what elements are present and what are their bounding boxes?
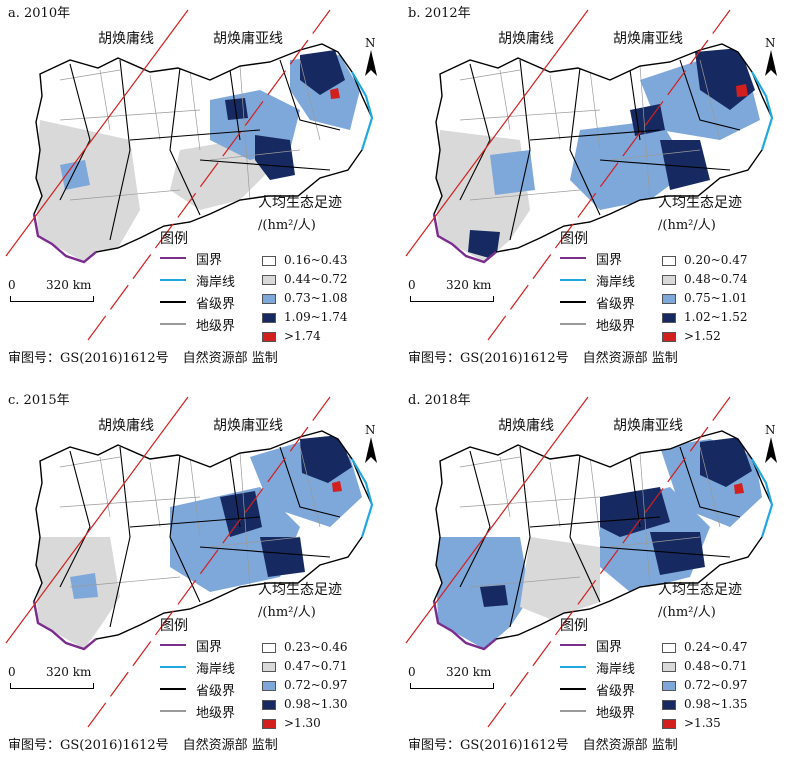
map-2015 <box>5 396 374 728</box>
eco-legend-unit: /(hm²/人) <box>658 605 716 620</box>
eco-legend-title: 人均生态足迹 <box>658 195 742 211</box>
legend-title: 图例 <box>560 231 588 247</box>
hu-line-label: 胡焕庸线 <box>498 31 554 47</box>
legend-coastline: 海岸线 <box>560 657 710 677</box>
eco-legend-title: 人均生态足迹 <box>658 582 742 598</box>
review-number: 审图号：GS(2016)1612号 自然资源部 监制 <box>408 351 678 366</box>
national-border-swatch <box>160 257 186 259</box>
panel-title: c. 2015年 <box>8 393 70 408</box>
eco-legend-unit: /(hm²/人) <box>658 218 716 233</box>
scale-bar: 0 320 km <box>8 665 108 705</box>
province-border-swatch <box>160 301 186 303</box>
hu-asia-line-label: 胡焕庸亚线 <box>613 418 683 434</box>
scale-bar: 0 320 km <box>408 665 508 705</box>
eco-legend-title: 人均生态足迹 <box>258 195 342 211</box>
class-2: 0.47~0.71 <box>258 658 398 676</box>
panel-title: d. 2018年 <box>408 393 471 408</box>
map-2012 <box>405 9 774 341</box>
class-2: 0.48~0.74 <box>658 271 798 289</box>
hu-line-label: 胡焕庸线 <box>98 31 154 47</box>
legend-province-border: 省级界 <box>160 679 310 699</box>
legend-coastline: 海岸线 <box>560 270 710 290</box>
hu-asia-line-label: 胡焕庸亚线 <box>613 31 683 47</box>
hu-asia-line-label: 胡焕庸亚线 <box>213 418 283 434</box>
eco-legend-title: 人均生态足迹 <box>258 582 342 598</box>
legend-title: 图例 <box>160 231 188 247</box>
class-3: 0.73~1.08 <box>258 290 398 308</box>
city-border-swatch <box>160 323 186 325</box>
hu-line-label: 胡焕庸线 <box>498 418 554 434</box>
north-arrow-icon: N <box>363 423 379 467</box>
hu-asia-line-label: 胡焕庸亚线 <box>213 31 283 47</box>
legend-national-border: 国界 <box>160 248 310 268</box>
legend-coastline: 海岸线 <box>160 657 310 677</box>
eco-legend-unit: /(hm²/人) <box>258 605 316 620</box>
north-label: N <box>365 36 376 50</box>
legend-city-border: 地级界 <box>560 701 710 721</box>
class-4: 0.98~1.35 <box>658 696 798 714</box>
legend-national-border: 国界 <box>560 248 710 268</box>
scale-bar: 0 320 km <box>8 278 108 318</box>
class-3: 0.75~1.01 <box>658 290 798 308</box>
coastline-swatch <box>160 279 186 281</box>
map-panel-2018: d. 2018年 胡焕庸线 胡焕庸亚线 N 图例 国界 海岸线 省级界 地级界 … <box>400 387 800 774</box>
class-3: 0.72~0.97 <box>258 677 398 695</box>
map-panel-2015: c. 2015年 胡焕庸线 胡焕庸亚线 N 图例 国界 海岸线 省级界 地级界 … <box>0 387 400 774</box>
legend-title: 图例 <box>160 618 188 634</box>
scale-bar: 0 320 km <box>408 278 508 318</box>
hu-line-label: 胡焕庸线 <box>98 418 154 434</box>
review-number: 审图号：GS(2016)1612号 自然资源部 监制 <box>408 738 678 753</box>
map-2010 <box>5 9 374 341</box>
map-panel-2010: a. 2010年 胡焕庸线 胡焕庸亚线 N 图例 国界 海岸线 省级界 地级界 … <box>0 0 400 387</box>
class-2: 0.44~0.72 <box>258 271 398 289</box>
north-arrow-icon: N <box>763 36 779 80</box>
panel-title: a. 2010年 <box>8 6 71 21</box>
legend-province-border: 省级界 <box>560 292 710 312</box>
class-5: >1.52 <box>658 328 798 346</box>
class-4: 0.98~1.30 <box>258 696 398 714</box>
north-label: N <box>765 36 776 50</box>
north-label: N <box>765 423 776 437</box>
legend-national-border: 国界 <box>560 635 710 655</box>
north-arrow-icon: N <box>363 36 379 80</box>
legend-national-border: 国界 <box>160 635 310 655</box>
map-2018 <box>405 396 774 728</box>
class-5: >1.30 <box>258 715 398 733</box>
legend-province-border: 省级界 <box>560 679 710 699</box>
class-5: >1.74 <box>258 328 398 346</box>
class-3: 0.72~0.97 <box>658 677 798 695</box>
legend-city-border: 地级界 <box>160 701 310 721</box>
class-4: 1.02~1.52 <box>658 309 798 327</box>
north-label: N <box>365 423 376 437</box>
class-1: 0.23~0.46 <box>258 639 398 657</box>
class-1: 0.16~0.43 <box>258 252 398 270</box>
legend-title: 图例 <box>560 618 588 634</box>
review-number: 审图号：GS(2016)1612号 自然资源部 监制 <box>8 351 278 366</box>
legend-coastline: 海岸线 <box>160 270 310 290</box>
legend-city-border: 地级界 <box>560 314 710 334</box>
north-arrow-icon: N <box>763 423 779 467</box>
review-number: 审图号：GS(2016)1612号 自然资源部 监制 <box>8 738 278 753</box>
eco-legend-unit: /(hm²/人) <box>258 218 316 233</box>
class-1: 0.24~0.47 <box>658 639 798 657</box>
class-1: 0.20~0.47 <box>658 252 798 270</box>
class-2: 0.48~0.71 <box>658 658 798 676</box>
map-panel-2012: b. 2012年 胡焕庸线 胡焕庸亚线 N 图例 国界 海岸线 省级界 地级界 … <box>400 0 800 387</box>
panel-title: b. 2012年 <box>408 6 471 21</box>
class-4: 1.09~1.74 <box>258 309 398 327</box>
class-5: >1.35 <box>658 715 798 733</box>
legend-province-border: 省级界 <box>160 292 310 312</box>
legend-city-border: 地级界 <box>160 314 310 334</box>
